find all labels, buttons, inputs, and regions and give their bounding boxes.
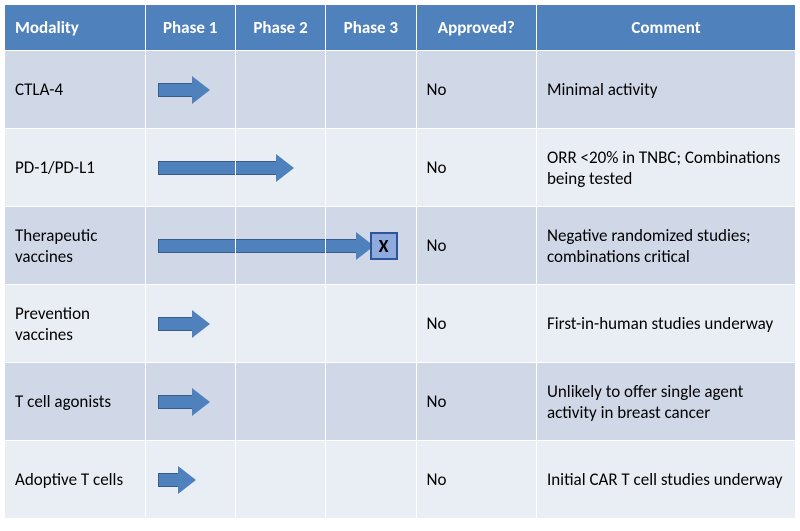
- col-header: Modality: [5, 5, 146, 51]
- header-label: Comment: [631, 17, 700, 38]
- comment-label: Minimal activity: [547, 79, 658, 100]
- comment-cell: ORR <20% in TNBC; Combinations being tes…: [536, 129, 795, 207]
- table-row: PD-1/PD-L1 No ORR <20% in TNBC; Combinatio…: [5, 129, 796, 207]
- phase-arrow-container: [146, 363, 416, 440]
- modality-cell: Prevention vaccines: [5, 285, 146, 363]
- column-divider: [235, 51, 236, 128]
- arrow-head-icon: [192, 76, 210, 104]
- col-header: Phase 1: [145, 5, 235, 51]
- column-divider: [325, 285, 326, 362]
- comment-label: Negative randomized studies; combination…: [547, 225, 751, 267]
- phase-arrow-container: [146, 441, 416, 518]
- approved-cell: No: [416, 363, 536, 441]
- col-header: Approved?: [416, 5, 536, 51]
- phase-cell: [145, 51, 416, 129]
- arrow-icon: [158, 317, 192, 331]
- arrow-icon: [158, 161, 276, 175]
- comment-cell: Minimal activity: [536, 51, 795, 129]
- approved-label: No: [427, 79, 447, 100]
- modality-cell: Adoptive T cells: [5, 441, 146, 519]
- header-label: Phase 2: [253, 17, 307, 38]
- column-divider: [235, 363, 236, 440]
- phase-cell: [145, 363, 416, 441]
- comment-label: Unlikely to offer single agent activity …: [547, 381, 743, 423]
- modality-cell: PD-1/PD-L1: [5, 129, 146, 207]
- comment-cell: Unlikely to offer single agent activity …: [536, 363, 795, 441]
- x-mark-icon: X: [370, 232, 398, 260]
- arrow-icon: [158, 239, 356, 253]
- approved-cell: No: [416, 207, 536, 285]
- column-divider: [325, 363, 326, 440]
- column-divider: [325, 129, 326, 206]
- header-label: Phase 3: [344, 17, 398, 38]
- comment-label: First-in-human studies underway: [547, 313, 773, 334]
- arrow-head-icon: [192, 310, 210, 338]
- approved-label: No: [427, 235, 447, 256]
- col-header: Phase 3: [326, 5, 416, 51]
- phase-arrow-container: [146, 285, 416, 362]
- column-divider: [325, 441, 326, 518]
- modality-cell: Therapeutic vaccines: [5, 207, 146, 285]
- approved-cell: No: [416, 129, 536, 207]
- modality-table: Modality Phase 1 Phase 2 Phase 3 Approved? Co…: [4, 4, 796, 519]
- phase-cell: [145, 441, 416, 519]
- comment-cell: Initial CAR T cell studies underway: [536, 441, 795, 519]
- phase-cell: X: [145, 207, 416, 285]
- phase-cell: [145, 285, 416, 363]
- table-row: Therapeutic vaccines X No Negative randomiz…: [5, 207, 796, 285]
- table-row: T cell agonists No Unlikely to offer singl…: [5, 363, 796, 441]
- comment-cell: First-in-human studies underway: [536, 285, 795, 363]
- modality-label: Prevention vaccines: [15, 303, 90, 345]
- column-divider: [235, 129, 236, 206]
- phase-arrow-container: [146, 129, 416, 206]
- column-divider: [325, 207, 326, 284]
- approved-label: No: [427, 313, 447, 334]
- modality-label: CTLA-4: [15, 79, 63, 100]
- column-divider: [235, 207, 236, 284]
- approved-label: No: [427, 469, 447, 490]
- column-divider: [235, 441, 236, 518]
- table-row: Prevention vaccines No First-in-human stud…: [5, 285, 796, 363]
- approved-cell: No: [416, 51, 536, 129]
- arrow-head-icon: [178, 466, 196, 494]
- modality-cell: T cell agonists: [5, 363, 146, 441]
- modality-label: Adoptive T cells: [15, 469, 123, 490]
- comment-cell: Negative randomized studies; combination…: [536, 207, 795, 285]
- arrow-icon: [158, 395, 192, 409]
- modality-label: Therapeutic vaccines: [15, 225, 97, 267]
- table-row: Adoptive T cells No Initial CAR T cell stu…: [5, 441, 796, 519]
- column-divider: [325, 51, 326, 128]
- modality-label: T cell agonists: [15, 391, 111, 412]
- approved-label: No: [427, 391, 447, 412]
- comment-label: Initial CAR T cell studies underway: [547, 469, 783, 490]
- approved-label: No: [427, 157, 447, 178]
- phase-arrow-container: [146, 51, 416, 128]
- arrow-head-icon: [192, 388, 210, 416]
- modality-label: PD-1/PD-L1: [15, 157, 95, 178]
- modality-cell: CTLA-4: [5, 51, 146, 129]
- phase-arrow-container: X: [146, 207, 416, 284]
- header-row: Modality Phase 1 Phase 2 Phase 3 Approved? Co…: [5, 5, 796, 51]
- header-label: Phase 1: [163, 17, 217, 38]
- arrow-icon: [158, 83, 192, 97]
- arrow-icon: [158, 473, 178, 487]
- col-header: Comment: [536, 5, 795, 51]
- approved-cell: No: [416, 285, 536, 363]
- phase-cell: [145, 129, 416, 207]
- col-header: Phase 2: [235, 5, 325, 51]
- header-label: Modality: [15, 17, 79, 38]
- table-row: CTLA-4 No Minimal activity: [5, 51, 796, 129]
- column-divider: [235, 285, 236, 362]
- header-label: Approved?: [438, 17, 515, 38]
- arrow-head-icon: [276, 154, 294, 182]
- approved-cell: No: [416, 441, 536, 519]
- comment-label: ORR <20% in TNBC; Combinations being tes…: [547, 147, 780, 189]
